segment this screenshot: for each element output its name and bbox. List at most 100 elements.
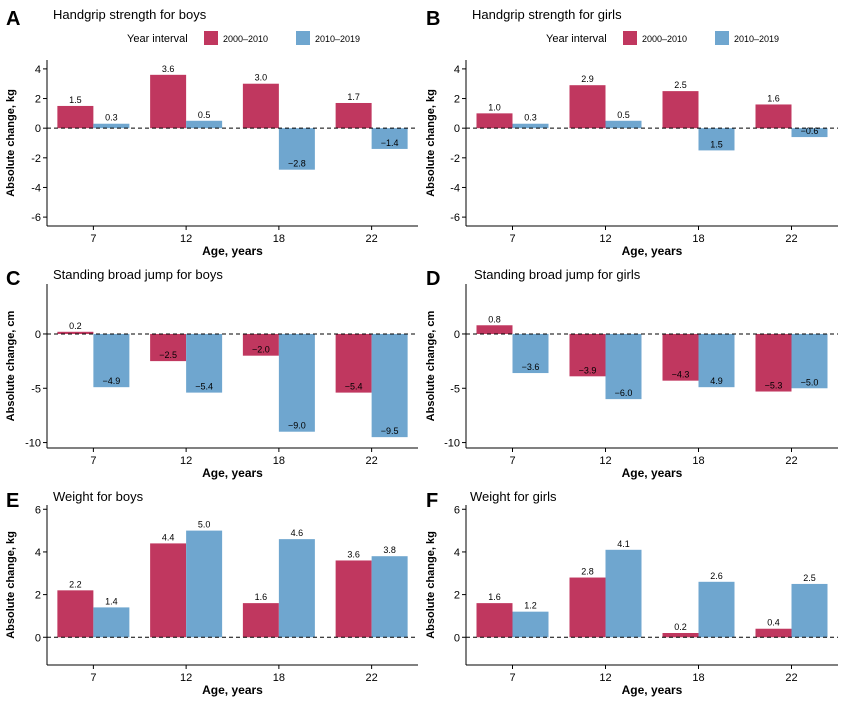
panel-letter: B — [426, 8, 440, 30]
bar-f-22-s1 — [755, 628, 792, 638]
legend-title: Year interval — [127, 33, 188, 45]
bar-c-18-s1 — [242, 333, 279, 356]
y-tick-label: 2 — [35, 94, 41, 106]
bar-c-22-s1 — [335, 333, 372, 393]
x-tick-label: 12 — [599, 233, 611, 245]
data-label: 1.6 — [255, 592, 268, 602]
bar-f-7-s2 — [512, 611, 549, 638]
panel-title: Weight for girls — [470, 489, 557, 504]
data-label: 2.5 — [674, 80, 687, 90]
y-tick-label: 4 — [35, 547, 41, 559]
y-tick-label: -2 — [450, 153, 460, 165]
x-tick-label: 18 — [692, 672, 704, 684]
x-tick-label: 22 — [366, 455, 378, 467]
x-axis-label: Age, years — [622, 244, 683, 258]
x-tick-label: 12 — [599, 672, 611, 684]
legend-label-2000-2010: 2000–2010 — [642, 34, 687, 44]
panel-title: Standing broad jump for girls — [474, 267, 641, 282]
bar-d-22-s2 — [791, 333, 828, 389]
data-label: 2.6 — [710, 571, 723, 581]
panel-title: Handgrip strength for boys — [53, 7, 207, 22]
bar-c-12-s2 — [186, 333, 223, 393]
data-label: 0.5 — [617, 110, 630, 120]
bar-e-18-s1 — [242, 603, 279, 638]
x-axis-label: Age, years — [622, 683, 683, 697]
bar-b-12-s1 — [569, 85, 606, 129]
data-label: −5.3 — [765, 381, 783, 391]
bar-f-18-s2 — [698, 581, 735, 638]
data-label: −5.4 — [195, 382, 213, 392]
panel-letter: E — [6, 490, 19, 512]
data-label: 1.6 — [767, 93, 780, 103]
y-tick-label: 4 — [454, 64, 460, 76]
x-tick-label: 22 — [366, 672, 378, 684]
x-tick-label: 22 — [366, 233, 378, 245]
legend-title: Year interval — [546, 33, 607, 45]
data-label: 0.8 — [488, 314, 501, 324]
x-tick-label: 18 — [273, 672, 285, 684]
bar-d-18-s1 — [662, 333, 699, 381]
data-label: 1.6 — [488, 592, 501, 602]
x-tick-label: 12 — [180, 672, 192, 684]
x-tick-label: 12 — [180, 455, 192, 467]
bar-a-7-s2 — [93, 123, 130, 129]
data-label: 2.9 — [581, 74, 594, 84]
x-tick-label: 18 — [692, 455, 704, 467]
y-axis-label: Absolute change, kg — [5, 531, 17, 639]
data-label: 3.6 — [162, 64, 175, 74]
data-label: −9.5 — [381, 426, 399, 436]
data-label: 1.5 — [69, 95, 82, 105]
data-label: 4.6 — [291, 528, 304, 538]
bar-d-7-s1 — [476, 325, 513, 334]
bar-b-22-s2 — [791, 128, 828, 138]
bar-e-22-s1 — [335, 560, 372, 638]
y-tick-label: 4 — [454, 547, 460, 559]
legend-swatch-2000-2010 — [204, 31, 218, 45]
y-tick-label: 0 — [454, 329, 460, 341]
bar-e-18-s2 — [278, 539, 315, 638]
bar-d-18-s2 — [698, 333, 735, 388]
y-tick-label: 6 — [454, 504, 460, 516]
y-tick-label: -4 — [31, 182, 41, 194]
bar-b-18-s1 — [662, 91, 699, 129]
data-label: −2.0 — [252, 345, 270, 355]
data-label: −2.8 — [288, 159, 306, 169]
y-tick-label: 0 — [35, 632, 41, 644]
bar-f-22-s2 — [791, 583, 828, 638]
data-label: 0.2 — [674, 622, 687, 632]
data-label: −3.6 — [522, 362, 540, 372]
data-label: 3.8 — [383, 545, 396, 555]
bar-c-18-s2 — [278, 333, 315, 432]
legend-swatch-2010-2019 — [715, 31, 729, 45]
y-tick-label: 0 — [454, 632, 460, 644]
x-tick-label: 18 — [273, 455, 285, 467]
x-axis-label: Age, years — [202, 466, 263, 480]
data-label: 1.2 — [524, 601, 537, 611]
y-tick-label: -10 — [25, 438, 41, 450]
x-tick-label: 22 — [785, 233, 797, 245]
y-tick-label: -2 — [31, 153, 41, 165]
bar-c-7-s2 — [93, 333, 130, 388]
data-label: −5.0 — [801, 377, 819, 387]
bar-c-12-s1 — [150, 333, 187, 362]
y-tick-label: 0 — [35, 123, 41, 135]
legend-label-2000-2010: 2000–2010 — [223, 34, 268, 44]
data-label: −9.0 — [288, 421, 306, 431]
bar-a-22-s1 — [335, 102, 372, 129]
x-tick-label: 12 — [180, 233, 192, 245]
data-label: 4.4 — [162, 532, 175, 542]
x-tick-label: 7 — [90, 233, 96, 245]
bar-e-7-s1 — [57, 590, 94, 638]
data-label: 1.4 — [105, 596, 118, 606]
bar-b-18-s2 — [698, 128, 735, 151]
data-label: −5.4 — [345, 382, 363, 392]
x-axis-label: Age, years — [622, 466, 683, 480]
legend-swatch-2010-2019 — [296, 31, 310, 45]
bar-a-12-s2 — [186, 120, 223, 129]
y-tick-label: -4 — [450, 182, 460, 194]
y-axis-label: Absolute change, kg — [5, 89, 17, 197]
data-label: −4.3 — [672, 370, 690, 380]
bar-e-12-s1 — [150, 543, 187, 638]
data-label: 1.5 — [710, 139, 723, 149]
